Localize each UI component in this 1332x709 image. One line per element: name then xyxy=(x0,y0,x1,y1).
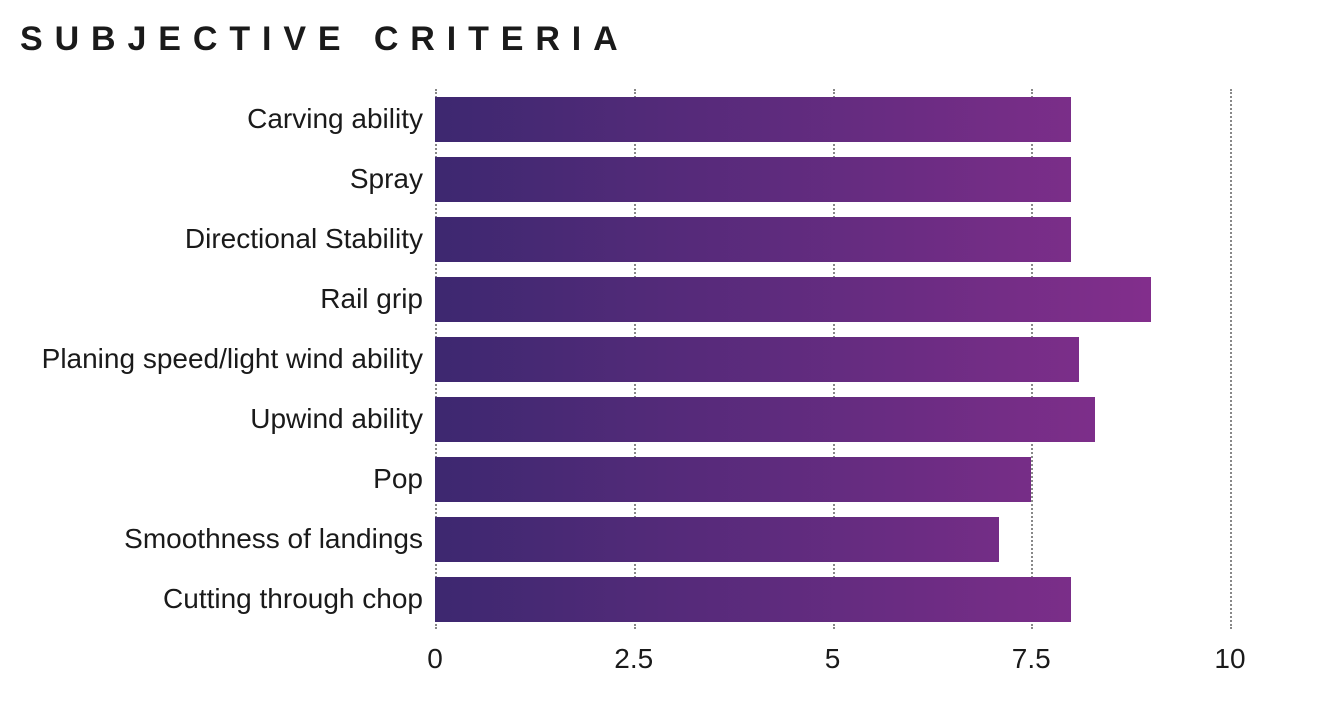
bar xyxy=(435,157,1071,202)
chart-row: Directional Stability xyxy=(20,209,1312,269)
x-tick-label: 0 xyxy=(427,643,443,675)
plot-area xyxy=(435,329,1230,389)
bar-label: Upwind ability xyxy=(20,403,435,435)
plot-area xyxy=(435,269,1230,329)
bar-label: Spray xyxy=(20,163,435,195)
plot-area xyxy=(435,89,1230,149)
chart-title: SUBJECTIVE CRITERIA xyxy=(20,20,1312,59)
chart-row: Smoothness of landings xyxy=(20,509,1312,569)
x-tick-label: 5 xyxy=(825,643,841,675)
bar-label: Directional Stability xyxy=(20,223,435,255)
chart-row: Rail grip xyxy=(20,269,1312,329)
plot-area xyxy=(435,569,1230,629)
axis-plot: 02.557.510 xyxy=(435,629,1230,689)
chart-row: Carving ability xyxy=(20,89,1312,149)
chart-row: Upwind ability xyxy=(20,389,1312,449)
bar-label: Carving ability xyxy=(20,103,435,135)
bar-label: Pop xyxy=(20,463,435,495)
chart-row: Pop xyxy=(20,449,1312,509)
chart-container: SUBJECTIVE CRITERIA Carving ability Spray… xyxy=(0,0,1332,709)
chart-row: Planing speed/light wind ability xyxy=(20,329,1312,389)
x-axis: 0 2.5 5 7.5 10 xyxy=(20,629,1312,689)
plot-area xyxy=(435,509,1230,569)
x-tick-label: 2.5 xyxy=(614,643,653,675)
bar xyxy=(435,217,1071,262)
plot-area xyxy=(435,389,1230,449)
bar xyxy=(435,457,1031,502)
bar xyxy=(435,517,999,562)
bar xyxy=(435,97,1071,142)
chart-row: Spray xyxy=(20,149,1312,209)
bar xyxy=(435,277,1151,322)
bar-label: Smoothness of landings xyxy=(20,523,435,555)
bar-label: Planing speed/light wind ability xyxy=(20,343,435,375)
bar xyxy=(435,577,1071,622)
bar xyxy=(435,397,1095,442)
x-tick-label: 10 xyxy=(1214,643,1245,675)
plot-area xyxy=(435,149,1230,209)
bar-chart: Carving ability Spray Directional Stabilit… xyxy=(20,89,1312,689)
x-tick-label: 7.5 xyxy=(1012,643,1051,675)
bar-label: Rail grip xyxy=(20,283,435,315)
plot-area xyxy=(435,209,1230,269)
plot-area xyxy=(435,449,1230,509)
chart-row: Cutting through chop xyxy=(20,569,1312,629)
bar-label: Cutting through chop xyxy=(20,583,435,615)
bar xyxy=(435,337,1079,382)
